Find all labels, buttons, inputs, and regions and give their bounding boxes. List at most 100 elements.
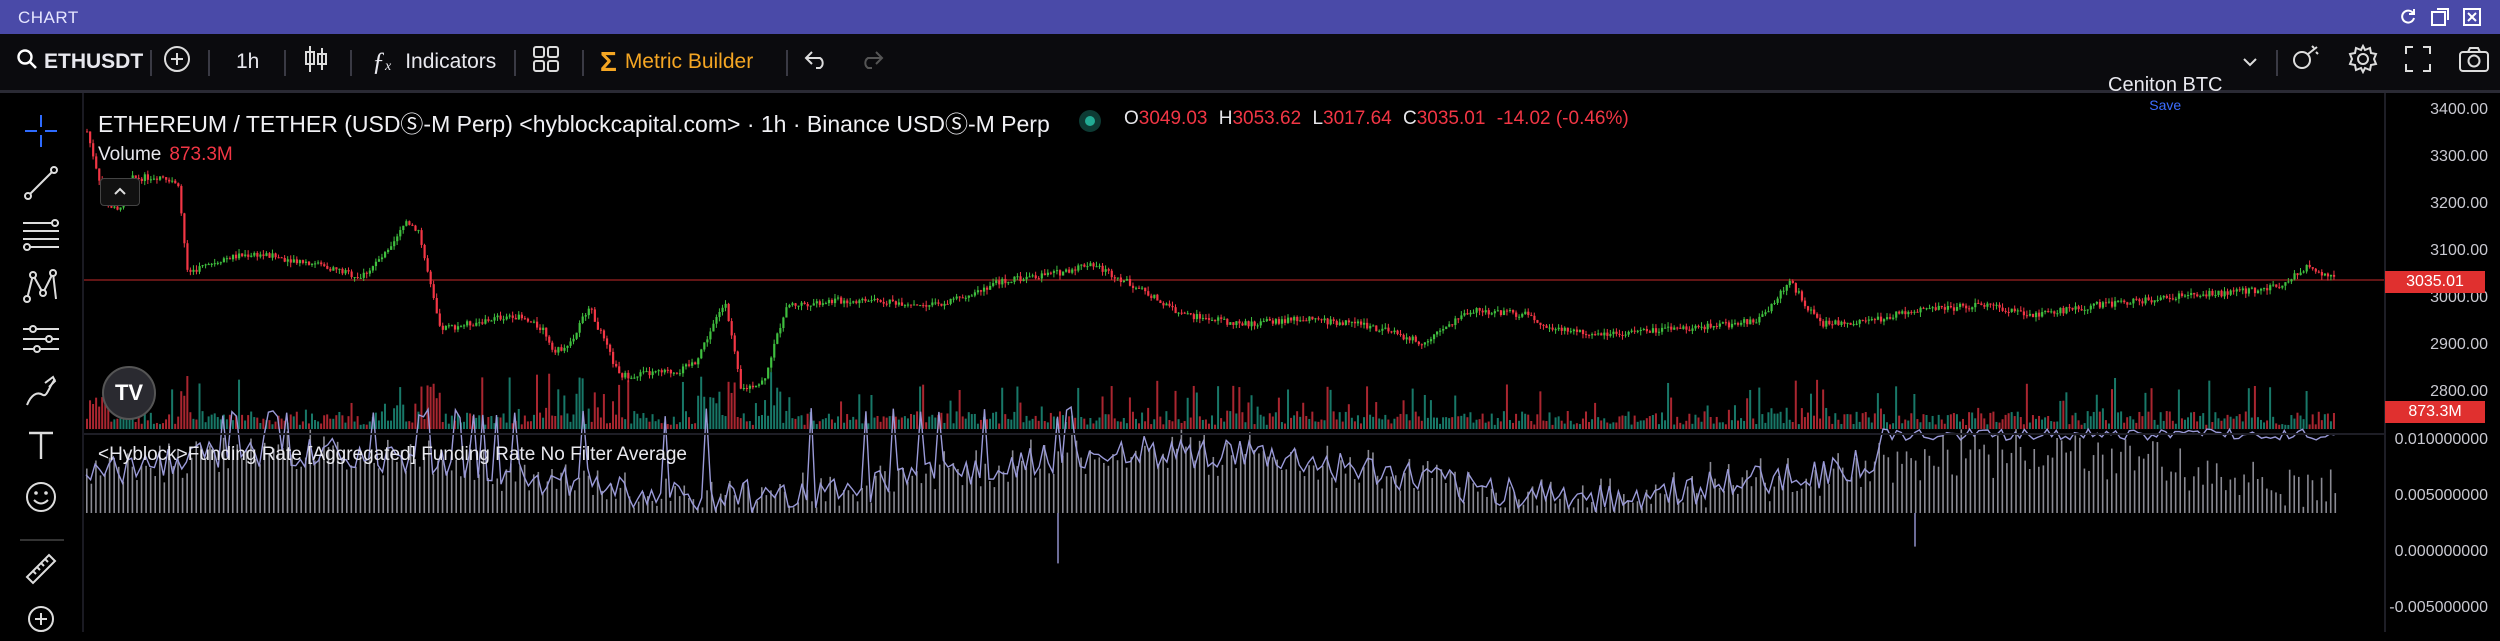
volume-bar [1840, 423, 1843, 429]
volume-bar [1800, 408, 1803, 429]
candle [1992, 304, 1995, 306]
metric-builder-button[interactable]: Σ Metric Builder [600, 34, 753, 90]
candle [277, 257, 280, 259]
crosshair-tool[interactable] [20, 113, 62, 153]
fullscreen-button[interactable] [2404, 34, 2432, 90]
funding-histogram-bar [441, 459, 444, 513]
candle [508, 315, 511, 317]
volume-bar [2317, 411, 2320, 429]
chart-canvas[interactable] [84, 93, 2384, 632]
candle [1527, 311, 1530, 316]
volume-bar [1603, 418, 1606, 429]
magic-button[interactable] [2290, 34, 2320, 90]
funding-histogram-bar [1221, 464, 1224, 513]
candle [195, 269, 198, 272]
volume-bar [1131, 411, 1134, 429]
redo-button[interactable] [858, 34, 884, 90]
funding-histogram-bar [1207, 474, 1210, 513]
price-tick-label: 3000.00 [2430, 289, 2488, 306]
volume-bar [2138, 411, 2141, 429]
layout-button[interactable] [532, 34, 560, 90]
volume-bar [1809, 393, 1812, 429]
trendline-tool[interactable] [20, 165, 62, 205]
candle [1755, 322, 1758, 324]
candle [1943, 307, 1946, 310]
volume-bar [1399, 413, 1402, 429]
funding-histogram-bar [701, 507, 704, 513]
candle [244, 254, 247, 257]
pane-divider[interactable] [84, 433, 2384, 435]
divider [284, 50, 286, 76]
interval-button[interactable]: 1h [236, 34, 259, 90]
indicators-button[interactable]: ƒx Indicators [372, 34, 496, 90]
brush-tool[interactable] [20, 373, 62, 413]
funding-histogram-bar [2234, 477, 2236, 513]
volume-bar [867, 423, 870, 429]
account-dropdown[interactable] [2242, 34, 2258, 90]
market-status-dot[interactable] [1079, 110, 1101, 132]
ruler-tool[interactable] [20, 551, 62, 591]
funding-histogram-bar [1873, 461, 1876, 513]
candle [1119, 277, 1122, 283]
candle [827, 299, 831, 304]
volume-bar [1101, 396, 1104, 429]
volume-bar [2180, 418, 2183, 429]
funding-histogram-bar [1796, 490, 1798, 513]
chart-type-button[interactable] [302, 34, 330, 90]
volume-bar [1876, 393, 1879, 429]
emoji-tool[interactable] [20, 479, 62, 519]
refresh-icon[interactable] [2398, 7, 2418, 27]
candle [669, 369, 672, 374]
undo-button[interactable] [804, 34, 830, 90]
measure-tool[interactable] [20, 321, 62, 361]
volume-bar [168, 414, 171, 429]
fib-tool[interactable] [20, 217, 62, 257]
funding-histogram-bar [172, 466, 175, 513]
symbol-search[interactable]: ETHUSDT [16, 34, 143, 90]
save-link[interactable]: Save [2149, 97, 2182, 113]
candle [1287, 317, 1290, 323]
popout-icon[interactable] [2430, 7, 2450, 27]
screenshot-button[interactable] [2458, 34, 2490, 90]
price-axis[interactable]: 3400.00 3300.00 3200.00 3100.00 3000.00 … [2384, 93, 2500, 632]
candle [2263, 288, 2266, 290]
candle [1545, 325, 1548, 328]
funding-histogram-bar [1705, 507, 1707, 513]
volume-bar [691, 423, 694, 429]
close-icon[interactable] [2462, 7, 2482, 27]
volume-bar [125, 411, 128, 429]
funding-histogram-bar [437, 460, 439, 513]
volume-bar [262, 418, 265, 429]
candle [748, 385, 752, 389]
pattern-tool[interactable] [20, 268, 62, 309]
account-switcher[interactable]: Ceniton BTC Save [2108, 74, 2223, 113]
candle [542, 327, 545, 331]
add-symbol-button[interactable] [162, 34, 192, 90]
candle [2107, 301, 2111, 303]
candle [2168, 297, 2171, 299]
candle [222, 258, 226, 263]
volume-bar [894, 416, 897, 429]
collapse-legend-button[interactable] [100, 178, 140, 206]
volume-bar [1873, 413, 1876, 429]
text-tool[interactable] [20, 427, 62, 467]
funding-histogram-bar [113, 457, 115, 513]
open-key: O [1124, 108, 1139, 129]
volume-bar [2114, 377, 2117, 429]
tradingview-logo[interactable]: TV [102, 366, 156, 420]
candle [2068, 307, 2071, 309]
volume-bar [1083, 418, 1086, 429]
settings-button[interactable] [2348, 34, 2378, 90]
volume-bar [672, 416, 675, 429]
funding-histogram-bar [738, 507, 740, 513]
candle [1642, 329, 1645, 331]
funding-histogram-bar [715, 507, 717, 513]
funding-histogram-bar [523, 464, 526, 513]
candle [873, 298, 876, 301]
candle [989, 285, 992, 290]
candle [259, 254, 262, 257]
candle [247, 254, 250, 257]
zoom-in-tool[interactable] [20, 601, 62, 641]
volume-bar [329, 418, 332, 429]
volume-bar [2183, 419, 2186, 429]
